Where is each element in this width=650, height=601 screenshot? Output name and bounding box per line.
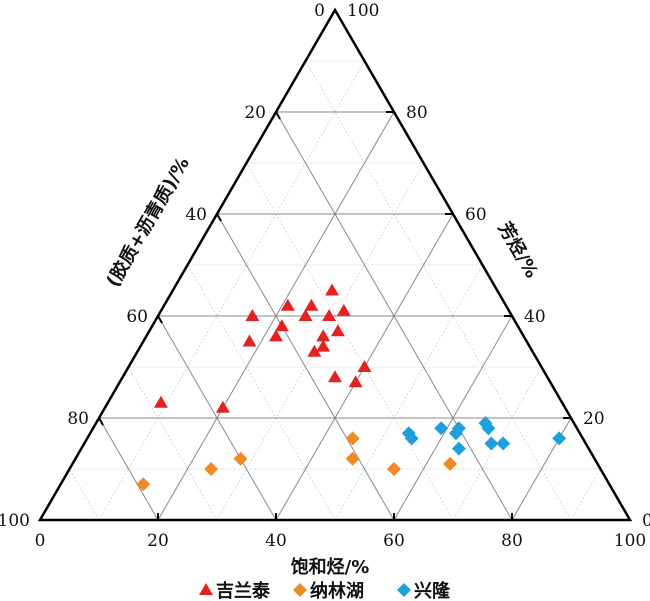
axis-title-saturated: 饱和烃/% bbox=[291, 556, 370, 578]
data-point-series-2 bbox=[443, 456, 458, 471]
gridline-resin bbox=[128, 366, 218, 521]
tick-mark-resin bbox=[216, 213, 222, 222]
gridline-resin bbox=[187, 264, 336, 521]
data-point-series-1 bbox=[325, 283, 340, 296]
gridline-saturated bbox=[216, 162, 424, 521]
tick-mark-resin bbox=[275, 111, 281, 120]
tick-label-resin: 0 bbox=[314, 1, 325, 21]
legend-marker-2 bbox=[293, 583, 307, 597]
gridline-saturated bbox=[98, 60, 365, 521]
data-point-series-3 bbox=[484, 436, 499, 451]
minor-gridlines bbox=[69, 60, 601, 521]
gridline-resin bbox=[69, 468, 100, 521]
tick-label-aromatic: 40 bbox=[524, 307, 546, 327]
data-points bbox=[136, 283, 567, 492]
gridline-resin bbox=[305, 60, 572, 521]
data-point-series-1 bbox=[274, 319, 289, 332]
tick-label-saturated: 0 bbox=[35, 531, 46, 551]
legend-label-2: 纳林湖 bbox=[310, 580, 364, 601]
legend-label-3: 兴隆 bbox=[414, 580, 451, 601]
tick-label-aromatic: 100 bbox=[347, 1, 379, 21]
data-point-series-2 bbox=[233, 451, 248, 466]
tick-label-resin: 80 bbox=[67, 409, 89, 429]
tick-label-aromatic: 60 bbox=[465, 205, 487, 225]
tick-label-saturated: 60 bbox=[383, 531, 405, 551]
data-point-series-1 bbox=[307, 344, 322, 357]
tick-label-saturated: 20 bbox=[147, 531, 169, 551]
data-point-series-1 bbox=[153, 395, 168, 408]
data-point-series-3 bbox=[552, 431, 567, 446]
tick-label-aromatic: 20 bbox=[583, 409, 605, 429]
data-point-series-1 bbox=[215, 400, 230, 413]
data-point-series-3 bbox=[451, 441, 466, 456]
tick-mark-resin bbox=[98, 417, 104, 426]
data-point-series-1 bbox=[328, 370, 342, 383]
data-point-series-3 bbox=[451, 421, 466, 436]
tick-mark-resin bbox=[157, 315, 163, 324]
data-point-series-2 bbox=[345, 431, 360, 446]
tick-label-resin: 40 bbox=[185, 205, 207, 225]
tick-label-aromatic: 0 bbox=[642, 511, 650, 531]
data-point-series-2 bbox=[204, 462, 219, 476]
data-point-series-1 bbox=[330, 324, 345, 337]
data-point-series-1 bbox=[357, 360, 372, 372]
gridline-resin bbox=[216, 213, 395, 521]
tick-label-resin: 60 bbox=[126, 307, 148, 327]
data-point-series-3 bbox=[404, 431, 419, 446]
legend-label-1: 吉兰泰 bbox=[216, 580, 271, 601]
data-point-series-1 bbox=[348, 375, 363, 388]
gridline-resin bbox=[98, 417, 159, 521]
data-point-series-1 bbox=[304, 298, 319, 311]
data-point-series-1 bbox=[316, 339, 331, 352]
tick-label-resin: 100 bbox=[0, 511, 30, 531]
data-point-series-2 bbox=[136, 477, 151, 492]
tick-label-resin: 20 bbox=[244, 103, 266, 123]
gridline-resin bbox=[157, 315, 277, 521]
tick-label-saturated: 100 bbox=[614, 531, 646, 551]
data-point-series-3 bbox=[481, 421, 496, 436]
data-point-series-1 bbox=[322, 309, 337, 321]
gridline-saturated bbox=[334, 264, 483, 521]
data-point-series-1 bbox=[316, 329, 331, 342]
axis-title-resin-asphaltene: (胶质+沥青质)/% bbox=[102, 153, 194, 291]
tick-label-saturated: 80 bbox=[501, 531, 523, 551]
data-point-series-3 bbox=[496, 436, 511, 451]
tick-label-aromatic: 80 bbox=[406, 103, 428, 123]
gridline-saturated bbox=[570, 468, 601, 521]
data-point-series-1 bbox=[269, 329, 283, 342]
legend-marker-1 bbox=[199, 583, 213, 595]
data-point-series-3 bbox=[434, 421, 449, 436]
gridline-saturated bbox=[393, 315, 513, 521]
legend-marker-3 bbox=[397, 583, 411, 597]
data-point-series-1 bbox=[245, 309, 260, 321]
ternary-frame bbox=[37, 7, 633, 522]
data-point-series-1 bbox=[242, 334, 257, 347]
tick-label-saturated: 40 bbox=[265, 531, 287, 551]
data-point-series-2 bbox=[345, 451, 360, 466]
data-point-series-2 bbox=[387, 462, 401, 476]
axis-title-aromatic: 芳烃/% bbox=[494, 218, 543, 281]
data-point-series-1 bbox=[336, 303, 351, 316]
legend: 吉兰泰 纳林湖 兴隆 bbox=[199, 580, 451, 601]
data-point-series-1 bbox=[298, 309, 313, 321]
gridline-resin bbox=[246, 162, 454, 521]
data-point-series-1 bbox=[280, 298, 295, 311]
